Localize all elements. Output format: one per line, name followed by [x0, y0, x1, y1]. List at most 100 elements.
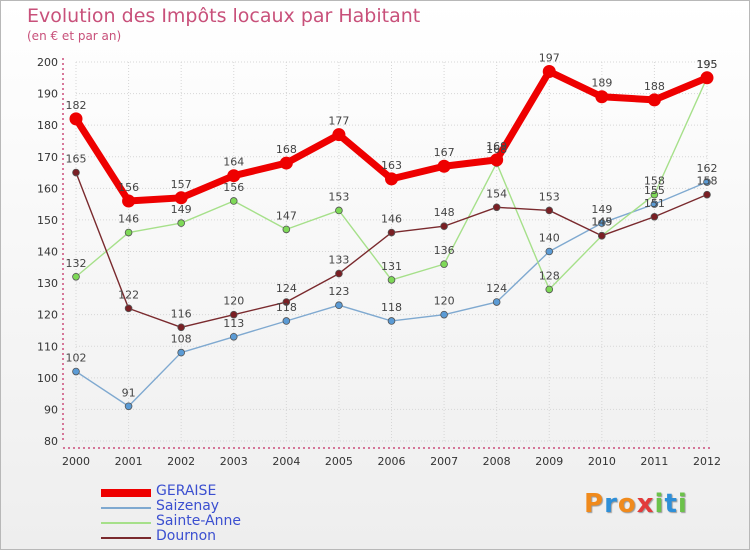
data-point-geraise	[490, 153, 504, 167]
data-label-sainte-anne: 146	[118, 213, 139, 226]
y-tick-label: 150	[37, 214, 58, 227]
legend-label-dournon: Dournon	[156, 528, 217, 544]
data-point-sainte-anne	[177, 219, 185, 227]
legend-swatch-dournon	[101, 537, 151, 539]
data-point-geraise	[700, 71, 714, 85]
data-point-saizenay	[650, 200, 659, 208]
data-label-saizenay: 108	[171, 333, 192, 346]
data-label-sainte-anne: 136	[434, 244, 455, 257]
data-label-saizenay: 91	[122, 386, 136, 399]
data-label-geraise: 195	[697, 58, 718, 71]
data-label-dournon: 124	[276, 282, 297, 295]
x-tick-label: 2005	[325, 455, 353, 468]
data-label-sainte-anne: 128	[539, 269, 560, 282]
y-tick-label: 190	[37, 88, 58, 101]
x-tick-label: 2010	[588, 455, 616, 468]
data-labels-layer: 102 91 108 113 118 123 118 120 124 140 149 155 162 13…	[66, 51, 718, 399]
data-point-geraise	[647, 93, 661, 107]
chart-title: Evolution des Impôts locaux par Habitant	[27, 5, 421, 27]
data-point-saizenay	[124, 402, 133, 411]
data-label-geraise: 164	[223, 156, 244, 169]
data-label-sainte-anne: 156	[223, 181, 244, 194]
x-tick-label: 2002	[167, 455, 195, 468]
data-label-geraise: 163	[381, 159, 402, 172]
data-label-sainte-anne: 153	[328, 190, 349, 203]
y-tick-label: 200	[37, 56, 58, 69]
chart-subtitle: (en € et par an)	[27, 29, 122, 43]
data-point-sainte-anne	[650, 190, 659, 199]
legend-swatch-saizenay	[101, 507, 151, 509]
legend-label-saizenay: Saizenay	[156, 498, 220, 514]
data-point-sainte-anne	[545, 285, 554, 294]
data-label-geraise: 169	[486, 140, 507, 153]
data-point-sainte-anne	[229, 197, 238, 205]
data-point-saizenay	[282, 317, 291, 325]
logo-letter: P	[584, 489, 605, 519]
data-label-geraise: 167	[434, 146, 455, 159]
data-point-geraise	[69, 112, 83, 126]
data-point-dournon	[282, 298, 291, 306]
logo-letter: i	[654, 489, 665, 519]
data-label-saizenay: 140	[539, 232, 560, 245]
series-layer	[69, 64, 714, 411]
data-point-saizenay	[440, 310, 448, 319]
data-label-saizenay: 149	[591, 203, 612, 216]
data-label-saizenay: 155	[644, 184, 665, 197]
data-label-saizenay: 120	[434, 295, 455, 308]
data-label-saizenay: 123	[328, 285, 349, 298]
data-point-saizenay	[492, 298, 501, 306]
data-point-saizenay	[703, 178, 711, 186]
data-point-geraise	[437, 159, 451, 173]
x-tick-label: 2008	[483, 455, 511, 468]
data-label-saizenay: 162	[697, 162, 718, 175]
data-point-dournon	[177, 323, 185, 332]
data-label-sainte-anne: 132	[66, 257, 87, 270]
data-label-dournon: 151	[644, 197, 665, 210]
y-tick-label: 120	[37, 309, 58, 322]
data-label-dournon: 154	[486, 187, 507, 200]
data-point-geraise	[542, 64, 556, 78]
data-label-dournon: 153	[539, 190, 560, 203]
data-label-geraise: 189	[591, 77, 612, 90]
data-point-geraise	[279, 156, 293, 170]
data-point-dournon	[229, 310, 238, 319]
data-label-saizenay: 102	[66, 352, 87, 365]
data-label-dournon: 165	[66, 153, 87, 166]
logo-letter: r	[604, 489, 618, 519]
y-tick-label: 110	[37, 340, 58, 353]
data-label-dournon: 146	[381, 213, 402, 226]
y-tick-label: 80	[44, 435, 58, 448]
y-tick-label: 130	[37, 277, 58, 290]
x-tick-label: 2006	[378, 455, 406, 468]
y-tick-label: 180	[37, 119, 58, 132]
line-chart: 80 90 100 110 120 130 140 150 160 170 180 190 200 200…	[37, 51, 721, 468]
y-tick-label: 90	[44, 403, 58, 416]
data-point-sainte-anne	[335, 206, 343, 215]
data-label-saizenay: 118	[381, 301, 402, 314]
x-tick-label: 2007	[430, 455, 458, 468]
data-point-dournon	[598, 231, 606, 240]
data-point-geraise	[332, 128, 346, 142]
data-label-dournon: 133	[328, 254, 349, 267]
data-label-saizenay: 118	[276, 301, 297, 314]
data-point-sainte-anne	[387, 276, 396, 284]
x-tick-label: 2001	[115, 455, 143, 468]
logo-letter: o	[617, 489, 637, 519]
data-label-dournon: 122	[118, 288, 139, 301]
data-point-dournon	[387, 228, 396, 237]
data-point-saizenay	[387, 317, 396, 325]
data-point-dournon	[440, 222, 448, 231]
x-tick-label: 2000	[62, 455, 90, 468]
data-label-saizenay: 113	[223, 317, 244, 330]
data-label-dournon: 120	[223, 295, 244, 308]
data-label-dournon: 149	[591, 216, 612, 229]
data-point-dournon	[124, 304, 133, 313]
data-point-dournon	[492, 203, 501, 212]
data-point-dournon	[650, 212, 659, 221]
data-label-geraise: 156	[118, 181, 139, 194]
data-point-geraise	[385, 172, 398, 186]
data-point-dournon	[545, 206, 554, 215]
data-point-saizenay	[72, 367, 80, 376]
y-tick-label: 100	[37, 372, 58, 385]
data-label-sainte-anne: 149	[171, 203, 192, 216]
